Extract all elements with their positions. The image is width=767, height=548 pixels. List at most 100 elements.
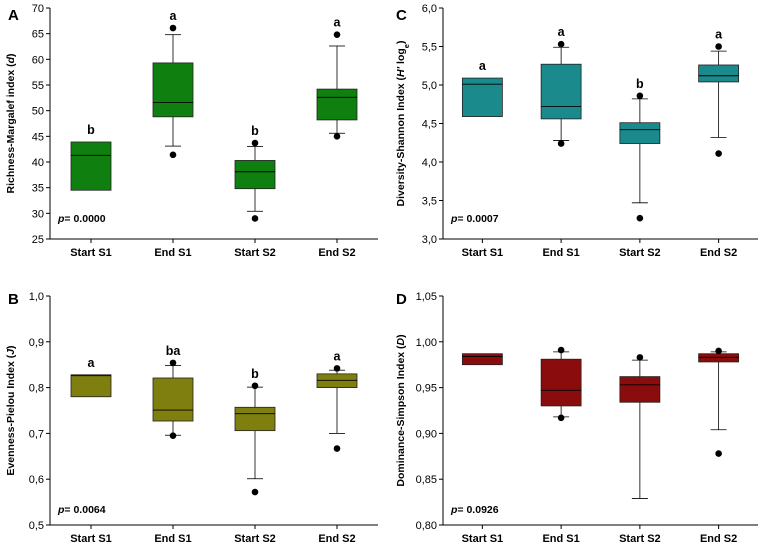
p-value-symbol: p bbox=[450, 504, 458, 516]
box-group: a bbox=[70, 356, 112, 398]
box-iqr bbox=[70, 141, 112, 191]
p-value-label: p= 0.0000 bbox=[57, 213, 106, 225]
y-axis-label-part: log bbox=[395, 48, 407, 67]
panel-evenness: 0,5 0,6 0,7 0,8 0,9 1,0 Start S1 End S1 Start S2… bbox=[5, 291, 378, 545]
box-iqr bbox=[698, 353, 740, 363]
outlier-point bbox=[333, 133, 341, 140]
significance-letter: b bbox=[251, 124, 259, 138]
x-tick-label: Start S2 bbox=[234, 533, 276, 545]
box-iqr bbox=[234, 160, 276, 190]
significance-letter: ba bbox=[166, 344, 182, 358]
box-iqr bbox=[152, 62, 194, 118]
p-value-label: p= 0.0926 bbox=[450, 504, 499, 516]
y-tick-label: 3,5 bbox=[422, 196, 437, 208]
outlier-point bbox=[169, 432, 177, 439]
significance-letter: b bbox=[636, 77, 644, 91]
box-group: b bbox=[234, 367, 276, 496]
x-tick-label: End S2 bbox=[318, 247, 355, 259]
y-tick-label: 60 bbox=[32, 54, 44, 66]
y-tick-label: 0,9 bbox=[29, 337, 44, 349]
y-axis-label-part: ) bbox=[5, 345, 17, 349]
outlier-point bbox=[333, 445, 341, 452]
significance-letter: b bbox=[251, 367, 259, 381]
y-axis-label-part: ) bbox=[395, 41, 407, 45]
panel-letter: B bbox=[8, 291, 19, 308]
x-tick-label: End S2 bbox=[700, 533, 737, 545]
box-iqr bbox=[619, 376, 661, 403]
y-tick-label: 0,7 bbox=[29, 428, 44, 440]
y-axis-label-part: Evenness-Pielou Index ( bbox=[5, 354, 17, 475]
p-value-symbol: p bbox=[450, 213, 458, 225]
y-tick-label: 30 bbox=[32, 208, 44, 220]
panel-letter: A bbox=[8, 7, 19, 24]
x-tick-label: End S1 bbox=[542, 533, 579, 545]
p-value-text: = 0.0000 bbox=[64, 213, 105, 225]
y-axis-label-part: D bbox=[395, 337, 407, 345]
y-axis-label-part: d bbox=[5, 56, 17, 63]
significance-letter: a bbox=[479, 59, 487, 73]
y-axis-label-part: Richness-Margalef index ( bbox=[5, 63, 17, 194]
y-axis-label-part: Diversity-Shannon Index ( bbox=[395, 76, 407, 206]
box-iqr bbox=[540, 358, 582, 407]
y-tick-label: 65 bbox=[32, 29, 44, 41]
y-tick-label: 0,85 bbox=[416, 474, 437, 486]
y-tick-label: 55 bbox=[32, 80, 44, 92]
outlier-point bbox=[169, 359, 177, 367]
panel-letter: D bbox=[396, 291, 407, 308]
box-iqr bbox=[619, 122, 661, 144]
x-tick-label: Start S1 bbox=[462, 533, 504, 545]
outlier-point bbox=[251, 382, 259, 390]
outlier-point bbox=[333, 365, 341, 372]
panel-dominance: 0,80 0,85 0,90 0,95 1,00 1,05 Start S1 End S1 St… bbox=[395, 291, 758, 545]
y-axis-label: Dominance-Simpson Index (D) bbox=[395, 334, 407, 486]
x-tick-label: End S2 bbox=[318, 533, 355, 545]
box-group: b bbox=[234, 124, 276, 222]
significance-letter: a bbox=[334, 349, 342, 363]
p-value-text: = 0.0926 bbox=[457, 504, 498, 516]
y-tick-label: 0,90 bbox=[416, 428, 437, 440]
significance-letter: a bbox=[334, 16, 342, 30]
box-iqr bbox=[698, 64, 740, 83]
box-group: a bbox=[698, 28, 740, 157]
panel-letter: C bbox=[396, 7, 407, 24]
outlier-point bbox=[715, 43, 722, 50]
p-value-label: p= 0.0064 bbox=[57, 504, 106, 516]
y-tick-label: 0,80 bbox=[416, 520, 437, 532]
box-group bbox=[461, 353, 503, 366]
y-tick-label: 40 bbox=[32, 157, 44, 169]
box-group: a bbox=[152, 9, 194, 159]
x-tick-label: Start S1 bbox=[70, 247, 112, 259]
significance-letter: b bbox=[87, 123, 95, 137]
outlier-point bbox=[169, 24, 177, 32]
y-tick-label: 6,0 bbox=[422, 3, 437, 15]
box-group: a bbox=[540, 25, 582, 147]
significance-letter: a bbox=[88, 356, 96, 370]
p-value-label: p= 0.0007 bbox=[450, 213, 499, 225]
y-tick-label: 5,5 bbox=[422, 42, 437, 54]
box-iqr bbox=[540, 63, 582, 120]
box-group: a bbox=[316, 16, 358, 140]
y-axis-label-part: e bbox=[402, 44, 411, 48]
box-group: a bbox=[316, 349, 358, 452]
outlier-point bbox=[557, 346, 565, 354]
outlier-point bbox=[715, 450, 722, 457]
y-tick-label: 45 bbox=[32, 131, 44, 143]
outlier-point bbox=[251, 215, 259, 222]
x-tick-label: Start S1 bbox=[70, 533, 112, 545]
box-group bbox=[540, 346, 582, 422]
y-axis-label: Richness-Margalef index (d) bbox=[5, 53, 17, 193]
y-tick-label: 1,05 bbox=[416, 291, 437, 303]
outlier-point bbox=[636, 92, 644, 100]
outlier-point bbox=[169, 151, 177, 159]
y-tick-label: 35 bbox=[32, 183, 44, 195]
x-tick-label: Start S2 bbox=[234, 247, 276, 259]
outlier-point bbox=[557, 414, 565, 422]
x-tick-label: End S1 bbox=[542, 247, 579, 259]
y-tick-label: 0,5 bbox=[29, 520, 44, 532]
y-tick-label: 70 bbox=[32, 3, 44, 15]
y-axis-label-part: ) bbox=[5, 53, 17, 57]
x-tick-label: End S1 bbox=[154, 247, 191, 259]
box-iqr bbox=[234, 406, 276, 432]
box-group: b bbox=[70, 123, 112, 191]
p-value-text: = 0.0007 bbox=[457, 213, 498, 225]
